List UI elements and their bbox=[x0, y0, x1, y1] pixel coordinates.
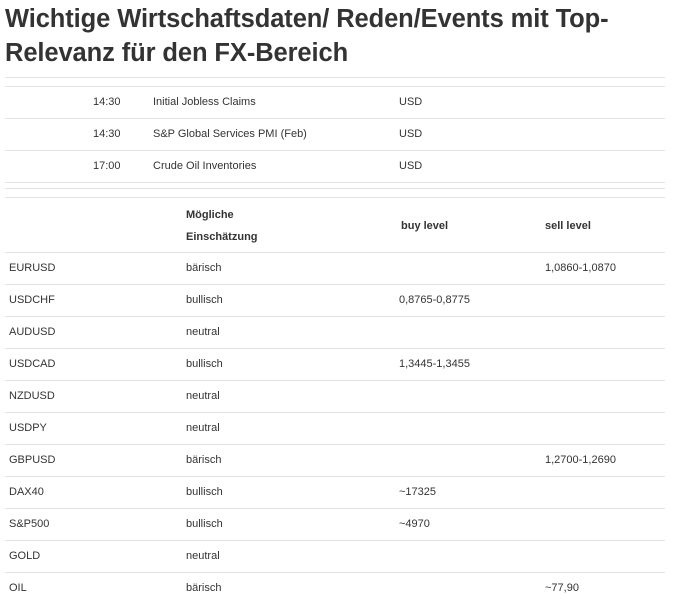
levels-table: Mögliche Einschätzung buy level sell lev… bbox=[5, 198, 665, 604]
assessment: bullisch bbox=[186, 518, 223, 530]
table-row: OIL bärisch ~77,90 bbox=[5, 573, 665, 604]
assessment: neutral bbox=[186, 550, 220, 562]
table-row: GOLD neutral bbox=[5, 541, 665, 573]
asset-name: GOLD bbox=[9, 550, 41, 562]
assessment: neutral bbox=[186, 422, 220, 434]
table-row: S&P500 bullisch ~4970 bbox=[5, 509, 665, 541]
divider bbox=[5, 86, 665, 87]
table-row: EURUSD bärisch 1,0860-1,0870 bbox=[5, 253, 665, 285]
assessment: neutral bbox=[186, 326, 220, 338]
table-row: DAX40 bullisch ~17325 bbox=[5, 477, 665, 509]
events-table: 14:30 Initial Jobless Claims USD 14:30 S… bbox=[5, 87, 665, 183]
asset-name: USDCAD bbox=[9, 358, 56, 370]
assessment: bärisch bbox=[186, 262, 222, 274]
asset-name: S&P500 bbox=[9, 518, 50, 530]
divider bbox=[5, 188, 665, 189]
event-name: Initial Jobless Claims bbox=[153, 96, 256, 108]
table-row: AUDUSD neutral bbox=[5, 317, 665, 349]
event-name: S&P Global Services PMI (Feb) bbox=[153, 128, 307, 140]
assessment: bärisch bbox=[186, 582, 222, 594]
header-buy-level: buy level bbox=[401, 220, 449, 232]
asset-name: EURUSD bbox=[9, 262, 56, 274]
table-row: GBPUSD bärisch 1,2700-1,2690 bbox=[5, 445, 665, 477]
event-row: 14:30 S&P Global Services PMI (Feb) USD bbox=[5, 119, 665, 151]
event-time: 17:00 bbox=[93, 160, 121, 172]
header-assessment: Mögliche Einschätzung bbox=[186, 209, 258, 243]
sell-level: 1,2700-1,2690 bbox=[545, 454, 616, 466]
asset-name: NZDUSD bbox=[9, 390, 55, 402]
event-currency: USD bbox=[399, 128, 423, 140]
event-time: 14:30 bbox=[93, 96, 121, 108]
table-row: USDPY neutral bbox=[5, 413, 665, 445]
buy-level: ~4970 bbox=[399, 518, 430, 530]
divider bbox=[5, 197, 665, 198]
sell-level: 1,0860-1,0870 bbox=[545, 262, 616, 274]
header-sell-level: sell level bbox=[545, 220, 591, 232]
event-currency: USD bbox=[399, 160, 423, 172]
event-row: 17:00 Crude Oil Inventories USD bbox=[5, 151, 665, 183]
table-row: USDCHF bullisch 0,8765-0,8775 bbox=[5, 285, 665, 317]
asset-name: OIL bbox=[9, 582, 27, 594]
asset-name: USDPY bbox=[9, 422, 47, 434]
table-row: NZDUSD neutral bbox=[5, 381, 665, 413]
event-name: Crude Oil Inventories bbox=[153, 160, 257, 172]
page-title: Wichtige Wirtschaftsdaten/ Reden/Events … bbox=[5, 5, 609, 67]
event-currency: USD bbox=[399, 96, 423, 108]
assessment: bärisch bbox=[186, 454, 222, 466]
assessment: bullisch bbox=[186, 358, 223, 370]
event-time: 14:30 bbox=[93, 128, 121, 140]
asset-name: GBPUSD bbox=[9, 454, 56, 466]
asset-name: AUDUSD bbox=[9, 326, 56, 338]
assessment: bullisch bbox=[186, 294, 223, 306]
buy-level: 1,3445-1,3455 bbox=[399, 358, 470, 370]
buy-level: 0,8765-0,8775 bbox=[399, 294, 470, 306]
sell-level: ~77,90 bbox=[545, 582, 579, 594]
table-row: USDCAD bullisch 1,3445-1,3455 bbox=[5, 349, 665, 381]
assessment: neutral bbox=[186, 390, 220, 402]
buy-level: ~17325 bbox=[399, 486, 437, 498]
asset-name: DAX40 bbox=[9, 486, 44, 498]
asset-name: USDCHF bbox=[9, 294, 55, 306]
levels-header: Mögliche Einschätzung buy level sell lev… bbox=[5, 198, 665, 253]
assessment: bullisch bbox=[186, 486, 223, 498]
divider bbox=[5, 77, 665, 78]
event-row: 14:30 Initial Jobless Claims USD bbox=[5, 87, 665, 119]
